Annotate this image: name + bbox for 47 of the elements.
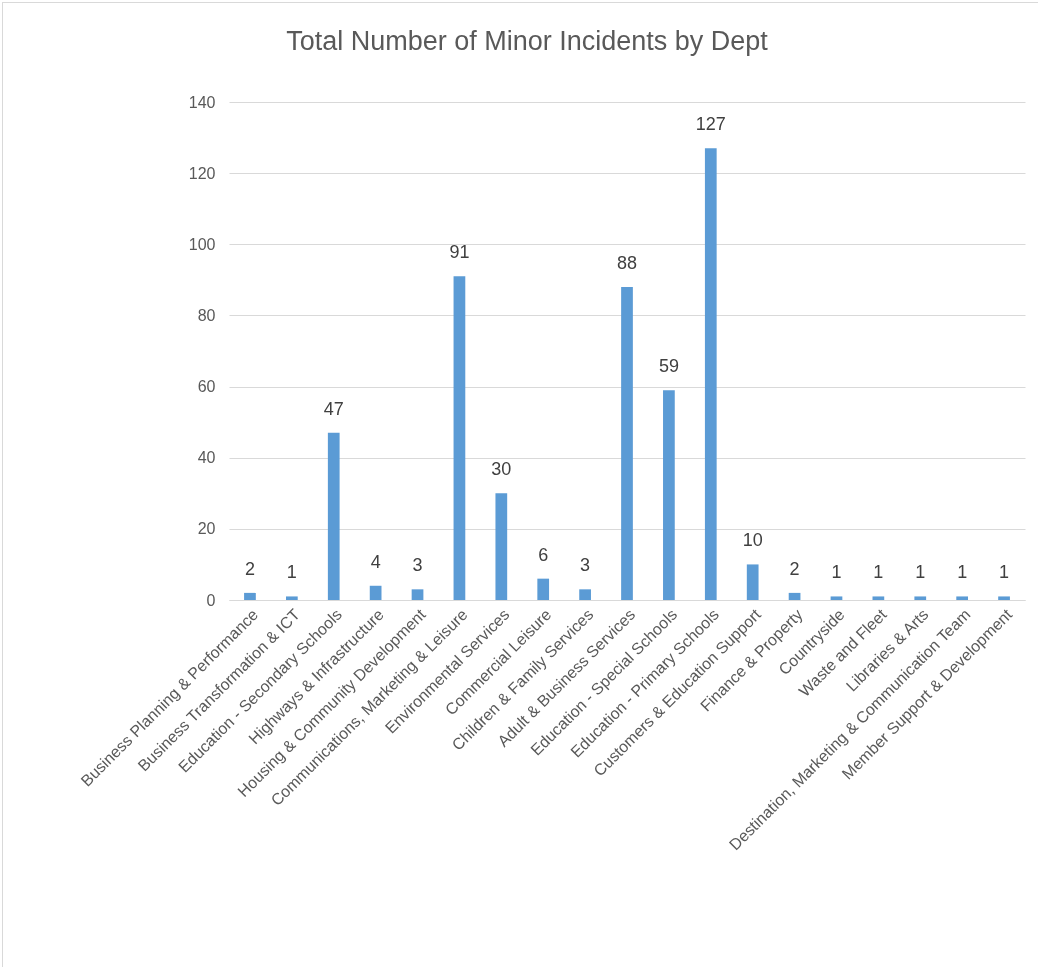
- bar: [244, 592, 256, 600]
- y-tick-label: 120: [188, 164, 216, 182]
- bar: [453, 276, 466, 600]
- data-label: 6: [538, 544, 549, 565]
- data-label: 91: [449, 242, 470, 263]
- bar: [621, 286, 633, 600]
- y-tick-label: 0: [206, 591, 216, 609]
- data-label: 2: [244, 558, 255, 579]
- data-label: 10: [742, 530, 763, 551]
- data-label: 3: [412, 555, 423, 576]
- data-label: 1: [915, 562, 926, 583]
- data-label: 127: [695, 114, 726, 135]
- bar: [579, 589, 591, 600]
- data-label: 1: [873, 562, 884, 583]
- bar: [495, 493, 508, 600]
- data-label: 47: [323, 398, 344, 419]
- bar: [537, 578, 550, 600]
- data-label: 88: [616, 252, 638, 273]
- y-tick-label: 140: [188, 93, 216, 111]
- data-label: 2: [789, 558, 800, 579]
- data-label: 1: [286, 562, 297, 583]
- bar: [830, 596, 843, 600]
- bar: [746, 564, 759, 600]
- bar: [327, 432, 340, 600]
- y-tick-label: 80: [197, 306, 216, 324]
- data-label: 1: [999, 562, 1010, 583]
- data-label: 59: [658, 356, 679, 377]
- y-tick-label: 100: [188, 235, 216, 253]
- bar: [369, 585, 382, 600]
- bar: [411, 589, 424, 600]
- data-label: 4: [370, 551, 381, 572]
- bar: [956, 596, 969, 600]
- data-label: 3: [580, 555, 591, 576]
- chart-title: Total Number of Minor Incidents by Dept: [286, 26, 769, 56]
- data-label: 1: [831, 562, 842, 583]
- bar: [998, 596, 1010, 600]
- data-label: 30: [491, 459, 512, 480]
- bar: [285, 596, 298, 600]
- bar: [872, 596, 885, 600]
- bar: [914, 596, 927, 600]
- y-tick-label: 20: [197, 520, 216, 538]
- bar: [788, 592, 801, 600]
- data-label: 1: [957, 562, 968, 583]
- bar: [663, 390, 675, 600]
- y-tick-label: 60: [197, 378, 216, 396]
- y-tick-label: 40: [197, 449, 216, 467]
- bar: [704, 148, 717, 600]
